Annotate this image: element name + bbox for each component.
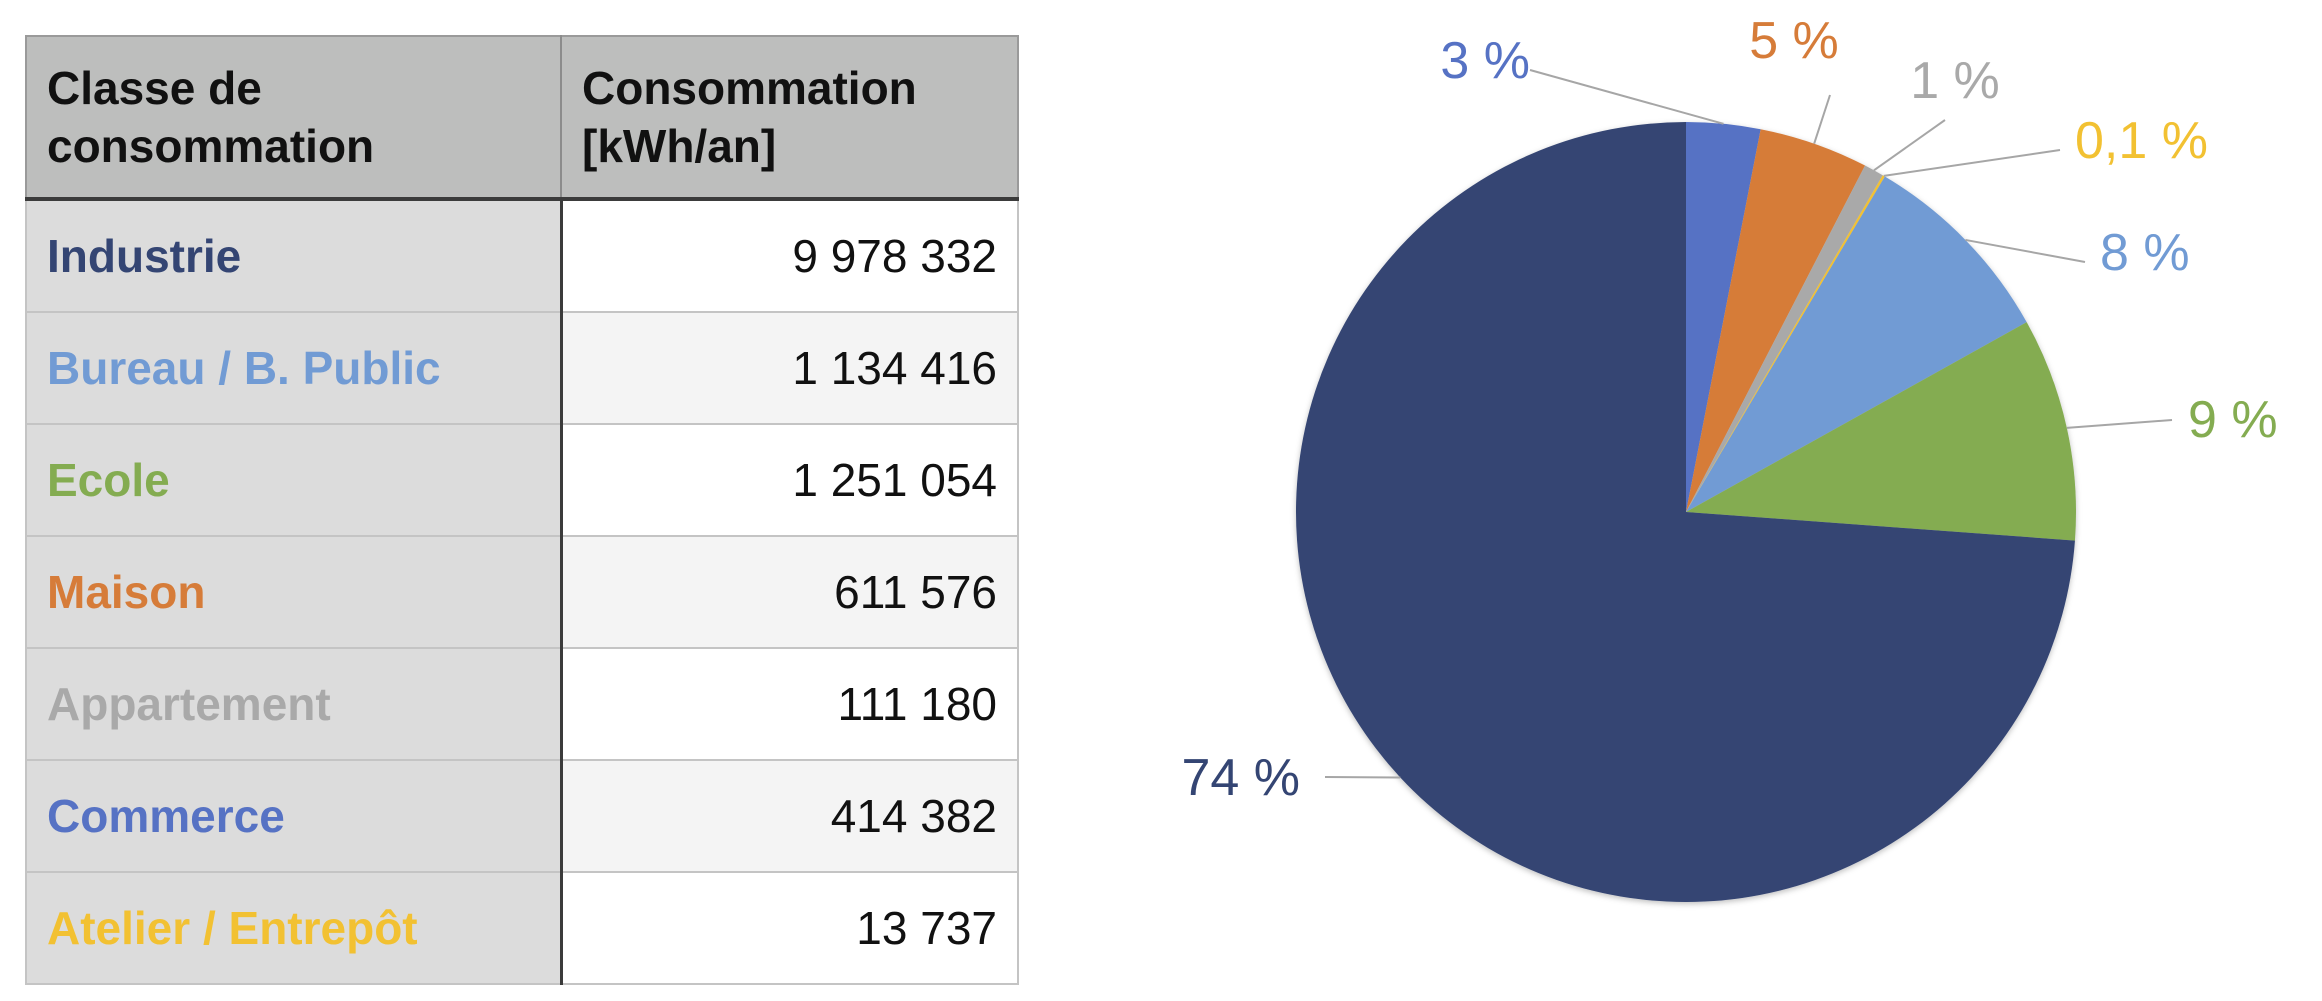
row-value: 1 134 416 (561, 312, 1019, 425)
data-label: 9 % (2188, 391, 2278, 449)
table-row: Atelier / Entrepôt 13 737 (25, 872, 1019, 985)
pie-slice (1686, 175, 1885, 513)
row-value: 414 382 (561, 760, 1019, 873)
pie-chart: 3 % 5 % 1 % 0,1 % 8 % 9 % 74 % (1181, 12, 2278, 903)
data-label: 8 % (2100, 224, 2190, 282)
consumption-table: Classe de consommation Consommation [kWh… (25, 35, 1019, 985)
data-label: 74 % (1181, 749, 1300, 807)
row-category: Commerce (25, 760, 563, 873)
row-value: 13 737 (561, 872, 1019, 985)
table-row: Bureau / B. Public 1 134 416 (25, 312, 1019, 425)
leader-line (1813, 94, 1831, 144)
table-header-row: Classe de consommation Consommation [kWh… (25, 35, 1019, 199)
row-value: 1 251 054 (561, 424, 1019, 537)
pie-leader-lines (1324, 69, 2173, 779)
pie-slice (1295, 122, 2075, 903)
data-label: 1 % (1910, 52, 2000, 110)
table-row: Industrie 9 978 332 (25, 199, 1019, 313)
leader-line (1873, 119, 1946, 172)
table-row: Maison 611 576 (25, 536, 1019, 649)
leader-line (1529, 69, 1724, 125)
row-category: Appartement (25, 648, 563, 761)
pie-slice (1686, 322, 2076, 541)
data-label: 0,1 % (2075, 112, 2208, 170)
table-row: Appartement 111 180 (25, 648, 1019, 761)
header-class: Classe de consommation (25, 35, 562, 199)
leader-line (2066, 419, 2173, 429)
pie-slice (1686, 122, 1761, 512)
table-row: Commerce 414 382 (25, 760, 1019, 873)
row-value: 9 978 332 (561, 199, 1019, 313)
data-label: 3 % (1440, 32, 1530, 90)
leader-line (1883, 149, 2061, 177)
pie-slice (1686, 165, 1883, 512)
header-consumption: Consommation [kWh/an] (561, 35, 1019, 199)
row-value: 611 576 (561, 536, 1019, 649)
row-value: 111 180 (561, 648, 1019, 761)
row-category: Ecole (25, 424, 563, 537)
pie-slice (1686, 176, 2027, 512)
row-category: Maison (25, 536, 563, 649)
leader-line (1965, 238, 2086, 263)
table-row: Ecole 1 251 054 (25, 424, 1019, 537)
pie-slice (1686, 129, 1866, 512)
data-label: 5 % (1749, 12, 1839, 70)
pie-data-labels: 3 % 5 % 1 % 0,1 % 8 % 9 % 74 % (1181, 12, 2277, 807)
row-category: Bureau / B. Public (25, 312, 563, 425)
row-category: Atelier / Entrepôt (25, 872, 563, 985)
row-category: Industrie (25, 199, 563, 313)
pie-slices (1295, 122, 2076, 903)
